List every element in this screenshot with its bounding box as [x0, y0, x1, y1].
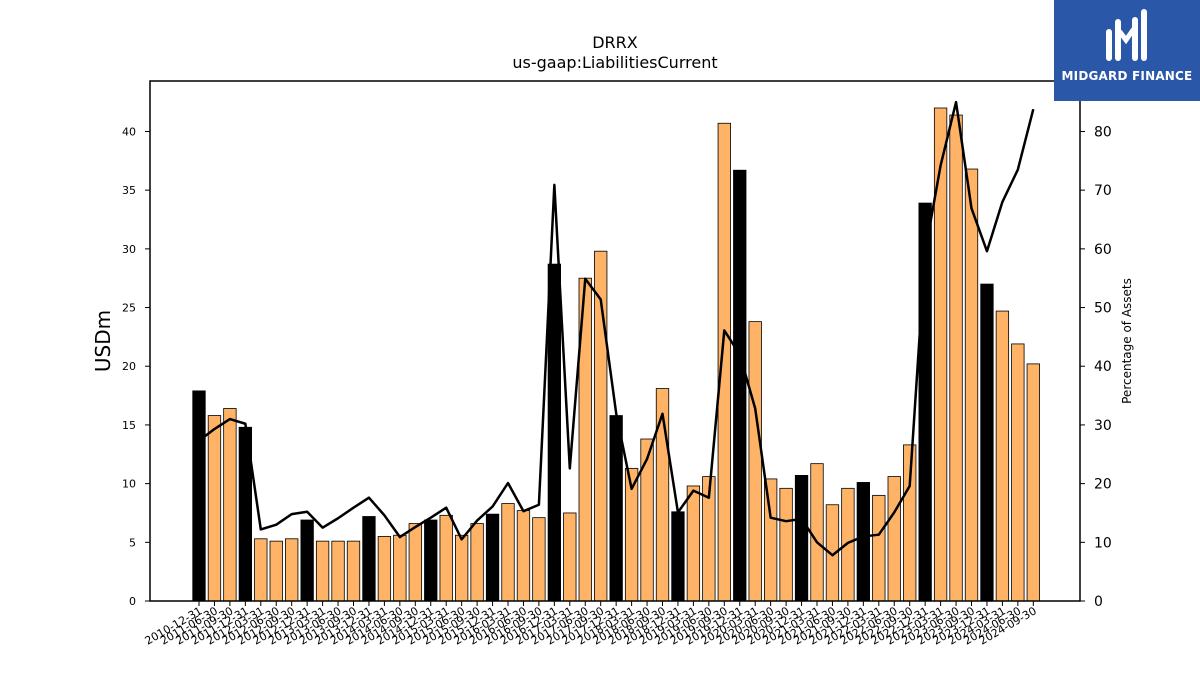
y2-tick-label: 10: [1094, 535, 1112, 551]
bar: [470, 523, 484, 602]
bar: [331, 540, 345, 602]
x-axis: 2010-12-312011-06-302011-09-302011-12-31…: [143, 601, 1039, 648]
bar: [764, 478, 778, 602]
chart-subtitle: us-gaap:LiabilitiesCurrent: [512, 53, 717, 72]
bar: [748, 321, 762, 602]
bar: [980, 283, 994, 602]
bar: [192, 390, 206, 602]
bar: [424, 519, 438, 602]
y2-tick-label: 60: [1094, 242, 1112, 258]
percentage-line: [198, 100, 1035, 557]
y-tick-label: 20: [122, 360, 136, 373]
bar: [810, 463, 824, 602]
bar: [995, 310, 1010, 602]
bar-group: [192, 107, 1040, 602]
bar: [964, 168, 979, 602]
y-axis-label: USDm: [91, 310, 115, 372]
y-tick-label: 40: [122, 125, 136, 138]
bar: [887, 476, 901, 602]
brand-logo: MIDGARD FINANCE: [1054, 0, 1200, 101]
bar: [609, 415, 623, 602]
bar: [408, 523, 422, 602]
y-tick-label: 10: [122, 478, 136, 491]
bar: [1011, 343, 1025, 602]
bar: [516, 510, 531, 602]
bar: [547, 263, 561, 602]
bar: [933, 107, 948, 602]
y2-axis-label: Percentage of Assets: [1120, 278, 1134, 404]
y2-tick-label: 20: [1094, 477, 1112, 493]
bar: [223, 408, 237, 602]
bar: [454, 534, 469, 602]
bar: [207, 415, 222, 602]
y2-tick-label: 30: [1094, 418, 1112, 434]
bar: [485, 513, 500, 602]
bar: [640, 438, 654, 602]
bar: [794, 474, 809, 602]
plot-frame: [149, 80, 1081, 602]
bar: [949, 114, 963, 602]
bar: [841, 487, 855, 602]
y-tick-label: 15: [122, 419, 136, 432]
y-tick-label: 0: [129, 595, 136, 608]
bar: [501, 503, 515, 602]
y2-tick-label: 50: [1094, 301, 1112, 317]
bar: [1026, 363, 1040, 602]
y-axis-left: 0 5 10 15 20 25 30 35 40: [122, 125, 150, 608]
bar: [377, 536, 392, 602]
y-tick-label: 30: [122, 243, 136, 256]
bar: [779, 487, 793, 602]
bar: [300, 519, 314, 602]
line-layer: [198, 100, 1035, 557]
bar: [563, 512, 577, 602]
bar: [346, 540, 361, 602]
brand-mark-icon: [1106, 9, 1147, 61]
bar: [315, 540, 330, 602]
bar: [671, 511, 685, 602]
bar: [393, 534, 407, 602]
bar: [717, 122, 731, 602]
y2-tick-label: 40: [1094, 359, 1112, 375]
y2-tick-label: 70: [1094, 183, 1112, 199]
bar: [532, 517, 546, 602]
bar: [439, 514, 453, 602]
bar: [733, 169, 747, 602]
bar: [686, 485, 701, 602]
bar: [362, 516, 376, 602]
bar: [269, 540, 283, 602]
y-tick-label: 35: [122, 184, 136, 197]
chart-title: DRRX: [592, 33, 638, 52]
brand-name: MIDGARD FINANCE: [1061, 69, 1193, 83]
bar: [856, 482, 870, 602]
y-tick-label: 5: [129, 536, 136, 549]
y-tick-label: 25: [122, 302, 136, 315]
bar: [872, 494, 886, 602]
y-axis-right: 0 10 20 30 40 50 60 70 80: [1080, 124, 1112, 610]
y2-tick-label: 0: [1094, 594, 1103, 610]
bar: [285, 538, 299, 602]
bar: [254, 538, 268, 602]
y2-tick-label: 80: [1094, 124, 1112, 140]
